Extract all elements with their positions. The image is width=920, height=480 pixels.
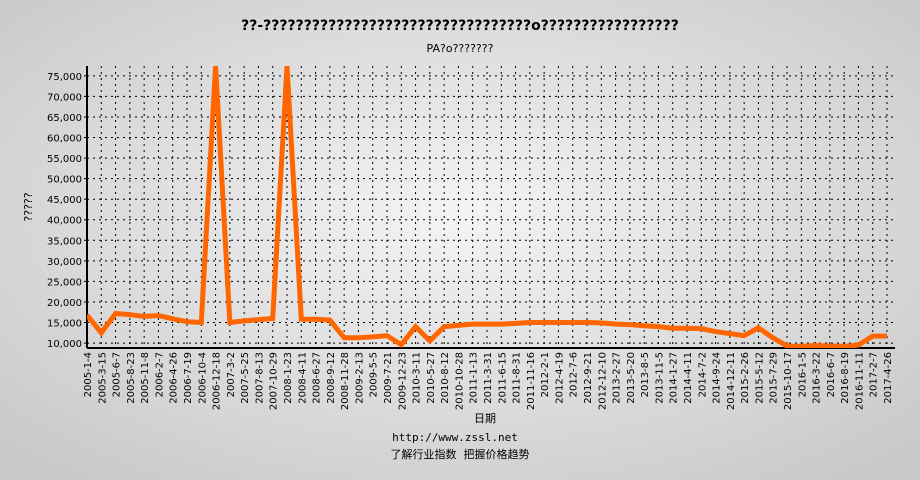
x-tick-label: 2005-11-8 [140, 352, 151, 404]
x-tick-label: 2016-6-7 [826, 352, 837, 397]
x-tick-label: 2014-12-11 [726, 352, 737, 410]
x-tick-label: 2011-8-31 [512, 352, 523, 404]
y-tick-label: 40,000 [47, 216, 82, 227]
x-tick-label: 2010-8-12 [440, 352, 451, 404]
x-tick-label: 2010-10-28 [454, 352, 465, 410]
y-axis-label: ????? [22, 192, 35, 221]
x-tick-label: 2016-3-22 [812, 352, 823, 404]
x-tick-label: 2015-10-17 [783, 352, 794, 410]
y-tick-label: 50,000 [47, 175, 82, 186]
x-tick-label: 2011-11-16 [526, 352, 537, 410]
x-tick-label: 2005-6-7 [112, 352, 123, 397]
x-tick-label: 2010-5-27 [426, 352, 437, 404]
x-tick-label: 2006-12-18 [212, 352, 223, 410]
footer-url: http://www.zssl.net [392, 431, 518, 444]
x-tick-label: 2006-4-26 [169, 352, 180, 404]
x-tick-label: 2017-4-26 [883, 352, 894, 404]
y-tick-label: 60,000 [47, 134, 82, 145]
x-tick-label: 2009-7-21 [383, 352, 394, 404]
x-tick-label: 2012-9-21 [583, 352, 594, 404]
x-tick-label: 2005-3-15 [97, 352, 108, 404]
x-tick-label: 2008-11-28 [340, 352, 351, 410]
x-tick-label: 2008-4-11 [297, 352, 308, 404]
x-tick-label: 2007-10-29 [269, 352, 280, 410]
x-tick-label: 2010-3-11 [412, 352, 423, 404]
x-tick-label: 2016-1-5 [797, 352, 808, 397]
x-tick-label: 2005-1-4 [83, 352, 94, 397]
x-tick-label: 2009-12-23 [397, 352, 408, 410]
x-tick-label: 2015-7-29 [769, 352, 780, 404]
x-tick-label: 2011-1-13 [469, 352, 480, 404]
y-tick-label: 35,000 [47, 236, 82, 247]
footer-slogan: 了解行业指数 把握价格趋势 [391, 447, 530, 461]
x-tick-label: 2015-5-12 [754, 352, 765, 404]
x-tick-label: 2016-8-19 [840, 352, 851, 404]
x-tick-label: 2012-7-6 [569, 352, 580, 397]
x-tick-label: 2006-2-7 [154, 352, 165, 397]
x-tick-label: 2014-7-2 [697, 352, 708, 397]
x-tick-label: 2014-9-24 [712, 352, 723, 404]
x-tick-label: 2012-4-19 [554, 352, 565, 404]
y-tick-label: 20,000 [47, 298, 82, 309]
x-tick-label: 2008-6-27 [312, 352, 323, 404]
data-line [87, 66, 887, 348]
x-tick-label: 2012-12-10 [597, 352, 608, 410]
x-tick-label: 2007-3-2 [226, 352, 237, 397]
x-tick-label: 2009-2-13 [354, 352, 365, 404]
x-tick-label: 2013-5-20 [626, 352, 637, 404]
x-tick-label: 2007-5-25 [240, 352, 251, 404]
x-tick-label: 2016-11-11 [854, 352, 865, 410]
x-tick-label: 2008-1-23 [283, 352, 294, 404]
y-tick-label: 70,000 [47, 92, 82, 103]
x-tick-label: 2007-8-13 [254, 352, 265, 404]
y-tick-label: 30,000 [47, 257, 82, 268]
x-tick-label: 2008-9-12 [326, 352, 337, 404]
x-tick-label: 2015-2-26 [740, 352, 751, 404]
x-tick-label: 2006-10-4 [197, 352, 208, 404]
x-axis-label: 日期 [474, 412, 496, 425]
x-tick-label: 2011-6-15 [497, 352, 508, 404]
y-tick-label: 45,000 [47, 195, 82, 206]
x-tick-label: 2005-8-23 [126, 352, 137, 404]
x-tick-label: 2013-8-5 [640, 352, 651, 397]
x-tick-label: 2014-4-11 [683, 352, 694, 404]
y-tick-label: 55,000 [47, 154, 82, 165]
chart-subtitle: PA?o??????? [427, 42, 494, 55]
x-tick-label: 2012-2-1 [540, 352, 551, 397]
x-tick-label: 2006-7-19 [183, 352, 194, 404]
chart-title: ??-?????????????????????????????????o???… [241, 18, 679, 34]
x-tick-label: 2013-11-5 [654, 352, 665, 404]
x-tick-label: 2009-5-5 [369, 352, 380, 397]
y-tick-label: 15,000 [47, 319, 82, 330]
y-tick-label: 65,000 [47, 113, 82, 124]
y-tick-label: 25,000 [47, 277, 82, 288]
x-tick-label: 2014-1-27 [669, 352, 680, 404]
y-tick-label: 75,000 [47, 72, 82, 83]
x-tick-label: 2011-3-31 [483, 352, 494, 404]
x-tick-label: 2013-2-27 [612, 352, 623, 404]
y-tick-label: 10,000 [47, 339, 82, 350]
x-tick-label: 2017-2-7 [869, 352, 880, 397]
